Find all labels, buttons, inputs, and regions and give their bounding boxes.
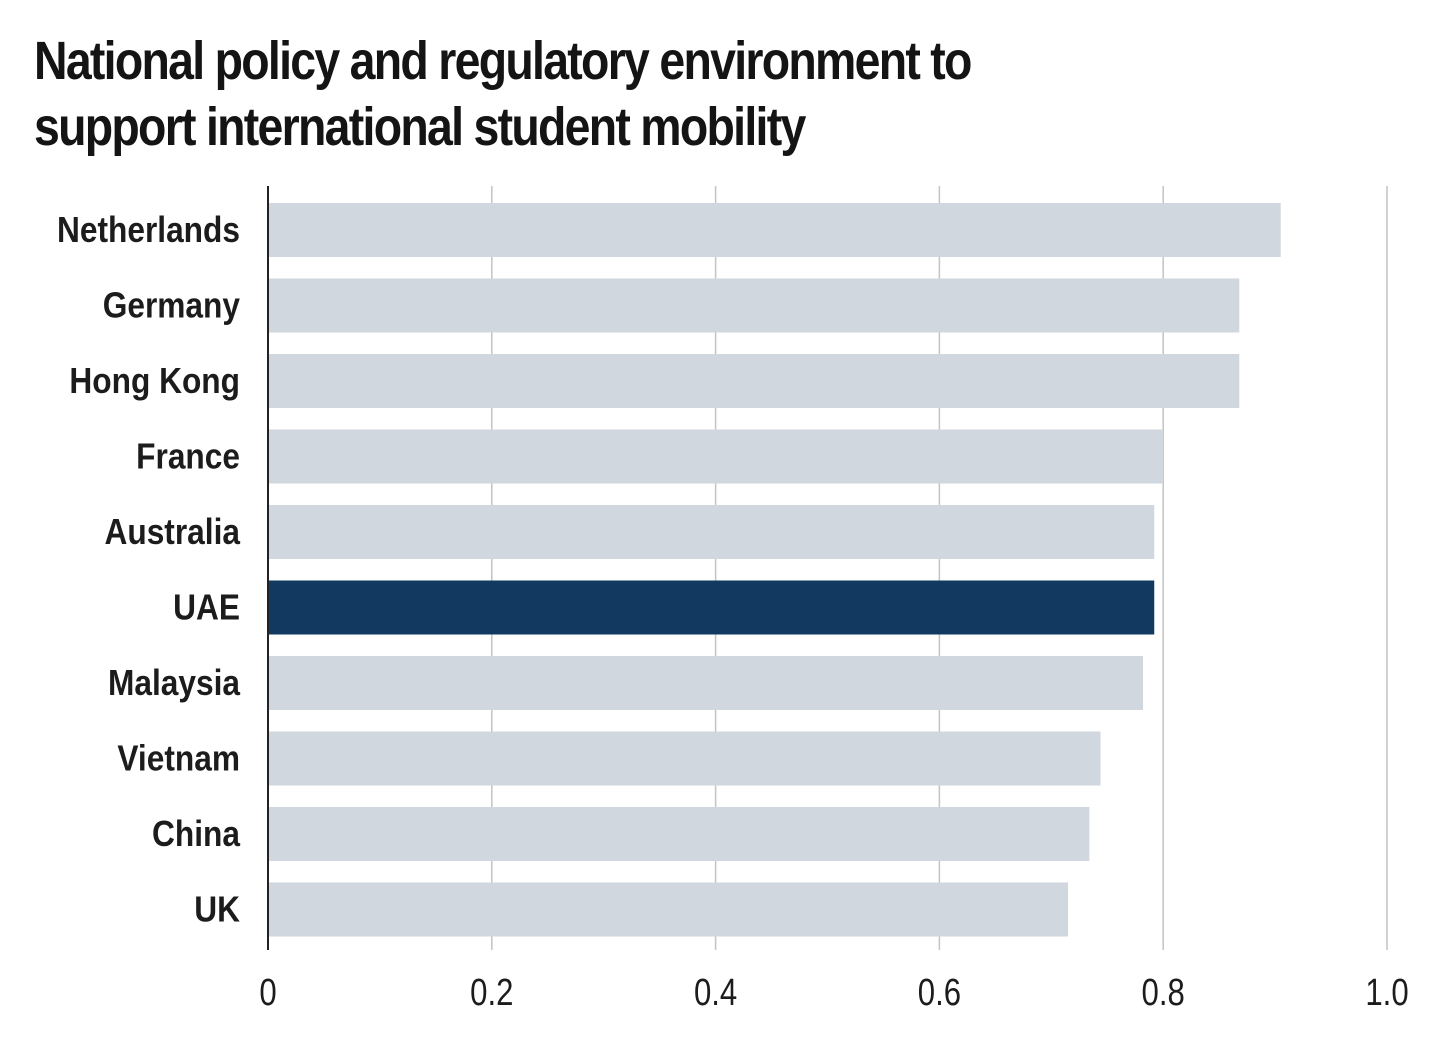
category-label: China [152,814,241,854]
bar-germany [268,278,1240,333]
category-label: Germany [103,286,240,326]
category-label: UK [194,890,240,930]
bar-uk [268,882,1069,937]
bar-netherlands [268,203,1281,257]
x-tick-label: 0.6 [918,972,961,1014]
category-labels: Netherlands Germany Hong Kong France Austral… [57,210,241,930]
category-label: Vietnam [117,739,240,779]
x-tick-label: 0 [259,972,276,1014]
category-label: UAE [173,588,240,628]
bar-china [268,807,1090,861]
category-label: Netherlands [57,210,240,250]
x-tick-label: 0.4 [694,972,737,1014]
x-tick-labels: 0 0.2 0.4 0.6 0.8 1.0 [259,972,1408,1014]
category-label: Australia [105,512,242,552]
chart-title: National policy and regulatory environme… [34,31,972,157]
bars [268,203,1281,937]
bar-hong-kong [268,354,1240,408]
x-tick-label: 1.0 [1365,972,1408,1014]
bar-vietnam [268,731,1101,786]
bar-malaysia [268,656,1144,710]
category-label: Malaysia [108,663,241,703]
x-tick-label: 0.8 [1142,972,1185,1014]
bar-france [268,429,1164,484]
bar-uae [268,580,1155,635]
category-label: Hong Kong [69,361,240,401]
category-label: France [136,437,240,477]
bar-australia [268,505,1155,559]
x-tick-label: 0.2 [470,972,513,1014]
